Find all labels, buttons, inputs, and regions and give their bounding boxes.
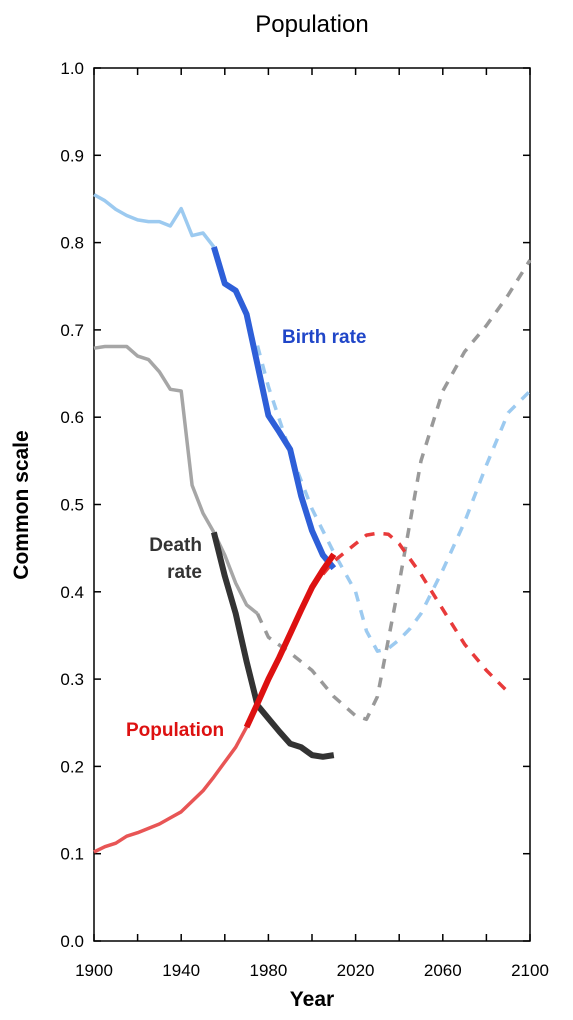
birth-rate-annotation: Birth rate [282, 327, 366, 348]
y-tick-label: 0.9 [60, 146, 84, 165]
birth-rate-observed-line [211, 246, 337, 571]
x-axis-title: Year [290, 988, 334, 1011]
series-lines [93, 193, 532, 854]
death-rate-annotation-line2: rate [167, 562, 202, 583]
y-tick-label: 0.4 [60, 583, 84, 602]
y-tick-label: 0.2 [60, 757, 84, 776]
x-tick-label: 1980 [249, 961, 287, 980]
x-tick-label: 1900 [75, 961, 113, 980]
x-tick-label: 1940 [162, 961, 200, 980]
y-axis-title: Common scale [10, 430, 33, 579]
birth-rate-early-line [93, 193, 216, 249]
population-annotation: Population [126, 720, 224, 741]
y-tick-label: 0.8 [60, 234, 84, 253]
y-tick-label: 0.3 [60, 670, 84, 689]
y-tick-label: 1.0 [60, 59, 84, 78]
x-tick-label: 2060 [424, 961, 462, 980]
death-rate-observed-line [210, 531, 335, 760]
x-tick-label: 2100 [511, 961, 549, 980]
x-tick-label: 2020 [337, 961, 375, 980]
population-observed-line [243, 552, 337, 729]
chart-title: Population [255, 11, 368, 38]
population-early-line [93, 726, 249, 854]
death-rate-projected-line [255, 259, 532, 722]
y-tick-label: 0.6 [60, 408, 84, 427]
axis-ticks: 0.0 0.1 0.2 0.3 0.4 0.5 0.6 0.7 0.8 0.9 1.0 1900 194… [60, 59, 549, 980]
plot-area [93, 67, 531, 942]
death-rate-annotation-line1: Death [149, 535, 202, 556]
y-tick-label: 0.0 [60, 932, 84, 951]
population-projected-line [321, 531, 510, 694]
y-tick-label: 0.1 [60, 845, 84, 864]
birth-rate-projected-line [255, 345, 532, 653]
y-tick-label: 0.5 [60, 496, 84, 515]
plot-frame [93, 67, 531, 942]
y-tick-label: 0.7 [60, 321, 84, 340]
death-rate-early-line [93, 344, 259, 615]
